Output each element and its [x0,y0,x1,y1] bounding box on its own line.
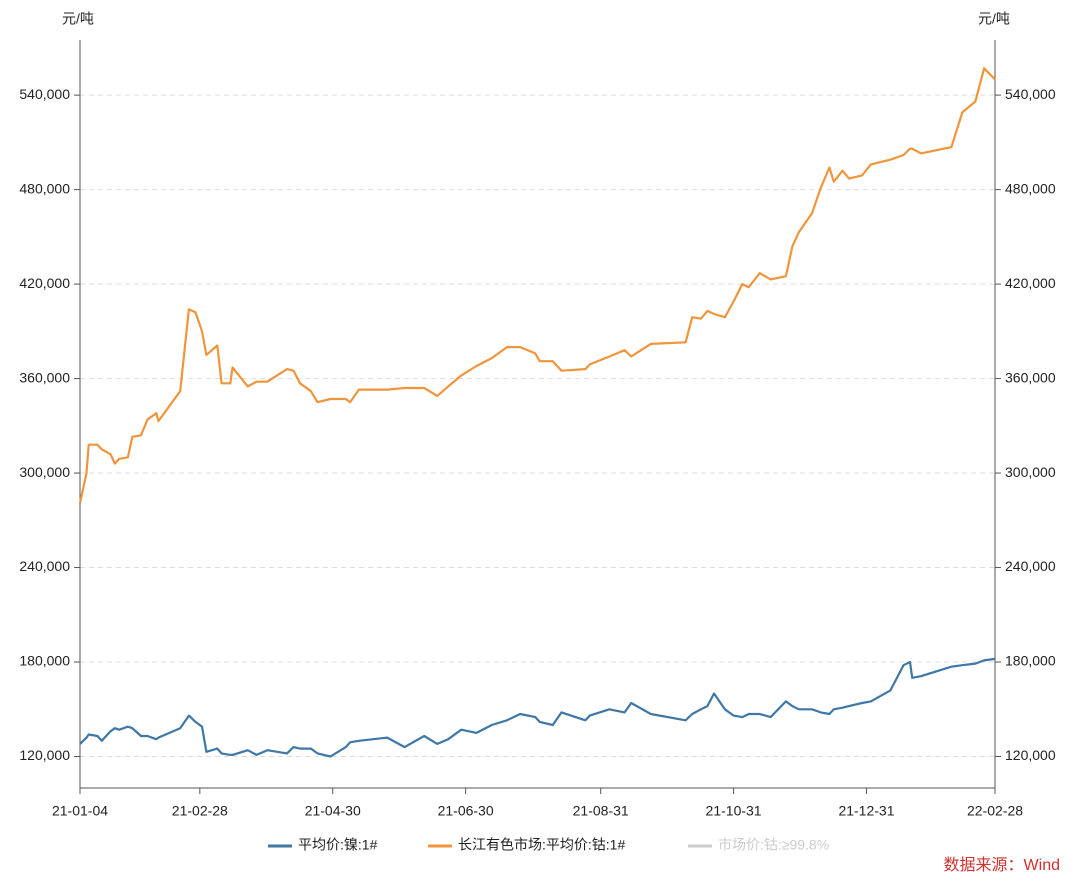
x-tick-label: 21-04-30 [305,803,361,819]
y2-tick-label: 180,000 [1005,653,1056,669]
y-tick-label: 480,000 [19,180,70,196]
source-note: 数据来源：Wind [944,856,1060,874]
y-tick-label: 300,000 [19,464,70,480]
legend-item[interactable]: 平均价:镍:1# [268,837,378,853]
y2-tick-label: 360,000 [1005,369,1056,385]
y2-axis-label: 元/吨 [978,11,1010,27]
y2-tick-label: 420,000 [1005,275,1056,291]
y-tick-label: 360,000 [19,369,70,385]
series-line [79,657,996,758]
y2-tick-label: 120,000 [1005,747,1056,763]
y2-tick-label: 240,000 [1005,558,1056,574]
y2-tick-label: 300,000 [1005,464,1056,480]
y-tick-label: 540,000 [19,86,70,102]
x-tick-label: 21-10-31 [706,803,762,819]
series-line [78,67,996,504]
y-tick-label: 120,000 [19,747,70,763]
legend-label: 平均价:镍:1# [298,837,378,853]
x-tick-label: 22-02-28 [967,803,1023,819]
x-tick-label: 21-02-28 [172,803,228,819]
y2-tick-label: 480,000 [1005,180,1056,196]
legend-label: 长江有色市场:平均价:钴:1# [458,837,625,853]
y-tick-label: 180,000 [19,653,70,669]
x-tick-label: 21-06-30 [438,803,494,819]
x-tick-label: 21-08-31 [573,803,629,819]
legend-item[interactable]: 市场价:钴:≥99.8% [688,837,829,853]
legend-label: 市场价:钴:≥99.8% [718,837,829,853]
x-tick-label: 21-01-04 [52,803,108,819]
y-tick-label: 240,000 [19,558,70,574]
y-axis-label: 元/吨 [62,11,94,27]
legend-item[interactable]: 长江有色市场:平均价:钴:1# [428,837,625,853]
y2-tick-label: 540,000 [1005,86,1056,102]
y-tick-label: 420,000 [19,275,70,291]
x-tick-label: 21-12-31 [838,803,894,819]
